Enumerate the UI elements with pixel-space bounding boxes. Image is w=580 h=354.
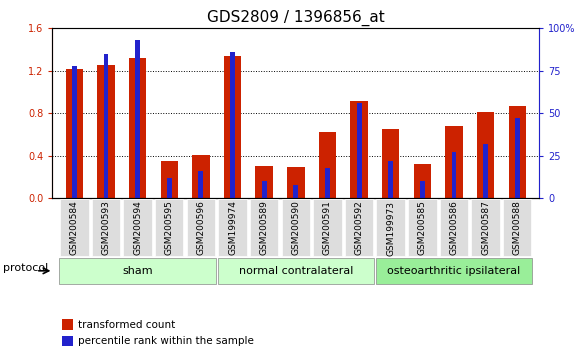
FancyBboxPatch shape <box>218 258 374 284</box>
FancyBboxPatch shape <box>155 199 183 256</box>
Bar <box>129 58 146 198</box>
FancyBboxPatch shape <box>124 199 152 256</box>
FancyBboxPatch shape <box>250 199 278 256</box>
Text: GSM199974: GSM199974 <box>228 201 237 256</box>
Text: GSM200590: GSM200590 <box>291 201 300 256</box>
FancyBboxPatch shape <box>503 199 531 256</box>
Text: normal contralateral: normal contralateral <box>238 266 353 276</box>
Bar <box>357 103 361 198</box>
Text: GSM200584: GSM200584 <box>70 201 79 255</box>
Bar <box>452 152 456 198</box>
Text: GSM200586: GSM200586 <box>450 201 458 256</box>
Bar <box>135 40 140 198</box>
Text: GSM200594: GSM200594 <box>133 201 142 255</box>
Bar <box>255 166 273 198</box>
FancyBboxPatch shape <box>313 199 342 256</box>
FancyBboxPatch shape <box>408 199 437 256</box>
Bar <box>262 181 267 198</box>
Bar <box>72 66 77 198</box>
Bar <box>477 112 494 198</box>
Bar <box>325 168 330 198</box>
Bar <box>287 167 305 198</box>
FancyBboxPatch shape <box>60 199 89 256</box>
Bar <box>66 69 83 198</box>
Bar <box>167 178 172 198</box>
Text: GSM200591: GSM200591 <box>323 201 332 256</box>
Bar <box>230 52 235 198</box>
FancyBboxPatch shape <box>281 199 310 256</box>
Bar <box>224 56 241 198</box>
Bar <box>509 106 526 198</box>
Text: osteoarthritic ipsilateral: osteoarthritic ipsilateral <box>387 266 521 276</box>
Text: percentile rank within the sample: percentile rank within the sample <box>78 336 253 346</box>
FancyBboxPatch shape <box>92 199 120 256</box>
Bar <box>445 126 463 198</box>
Title: GDS2809 / 1396856_at: GDS2809 / 1396856_at <box>207 9 385 25</box>
Bar <box>104 54 108 198</box>
Bar <box>198 171 204 198</box>
Text: GSM200588: GSM200588 <box>513 201 522 256</box>
FancyBboxPatch shape <box>187 199 215 256</box>
Text: transformed count: transformed count <box>78 320 175 330</box>
Bar <box>483 144 488 198</box>
Bar <box>319 132 336 198</box>
FancyBboxPatch shape <box>218 199 246 256</box>
Text: sham: sham <box>122 266 153 276</box>
Bar <box>414 164 431 198</box>
Bar <box>97 65 115 198</box>
Bar <box>388 161 393 198</box>
Bar <box>382 129 400 198</box>
Bar <box>62 336 72 346</box>
Text: GSM200596: GSM200596 <box>197 201 205 256</box>
Text: GSM199973: GSM199973 <box>386 201 395 256</box>
Text: GSM200592: GSM200592 <box>354 201 364 255</box>
Bar <box>350 101 368 198</box>
Text: GSM200585: GSM200585 <box>418 201 427 256</box>
Bar <box>420 181 425 198</box>
Text: GSM200589: GSM200589 <box>260 201 269 256</box>
FancyBboxPatch shape <box>60 258 216 284</box>
Bar <box>62 319 72 330</box>
Text: GSM200593: GSM200593 <box>102 201 110 256</box>
Text: GSM200595: GSM200595 <box>165 201 174 256</box>
Text: GSM200587: GSM200587 <box>481 201 490 256</box>
Bar <box>161 161 178 198</box>
FancyBboxPatch shape <box>472 199 500 256</box>
Bar <box>515 118 520 198</box>
FancyBboxPatch shape <box>376 199 405 256</box>
Bar <box>293 185 298 198</box>
FancyBboxPatch shape <box>345 199 374 256</box>
Bar <box>192 155 209 198</box>
FancyBboxPatch shape <box>376 258 532 284</box>
Text: protocol: protocol <box>3 263 48 273</box>
FancyBboxPatch shape <box>440 199 468 256</box>
